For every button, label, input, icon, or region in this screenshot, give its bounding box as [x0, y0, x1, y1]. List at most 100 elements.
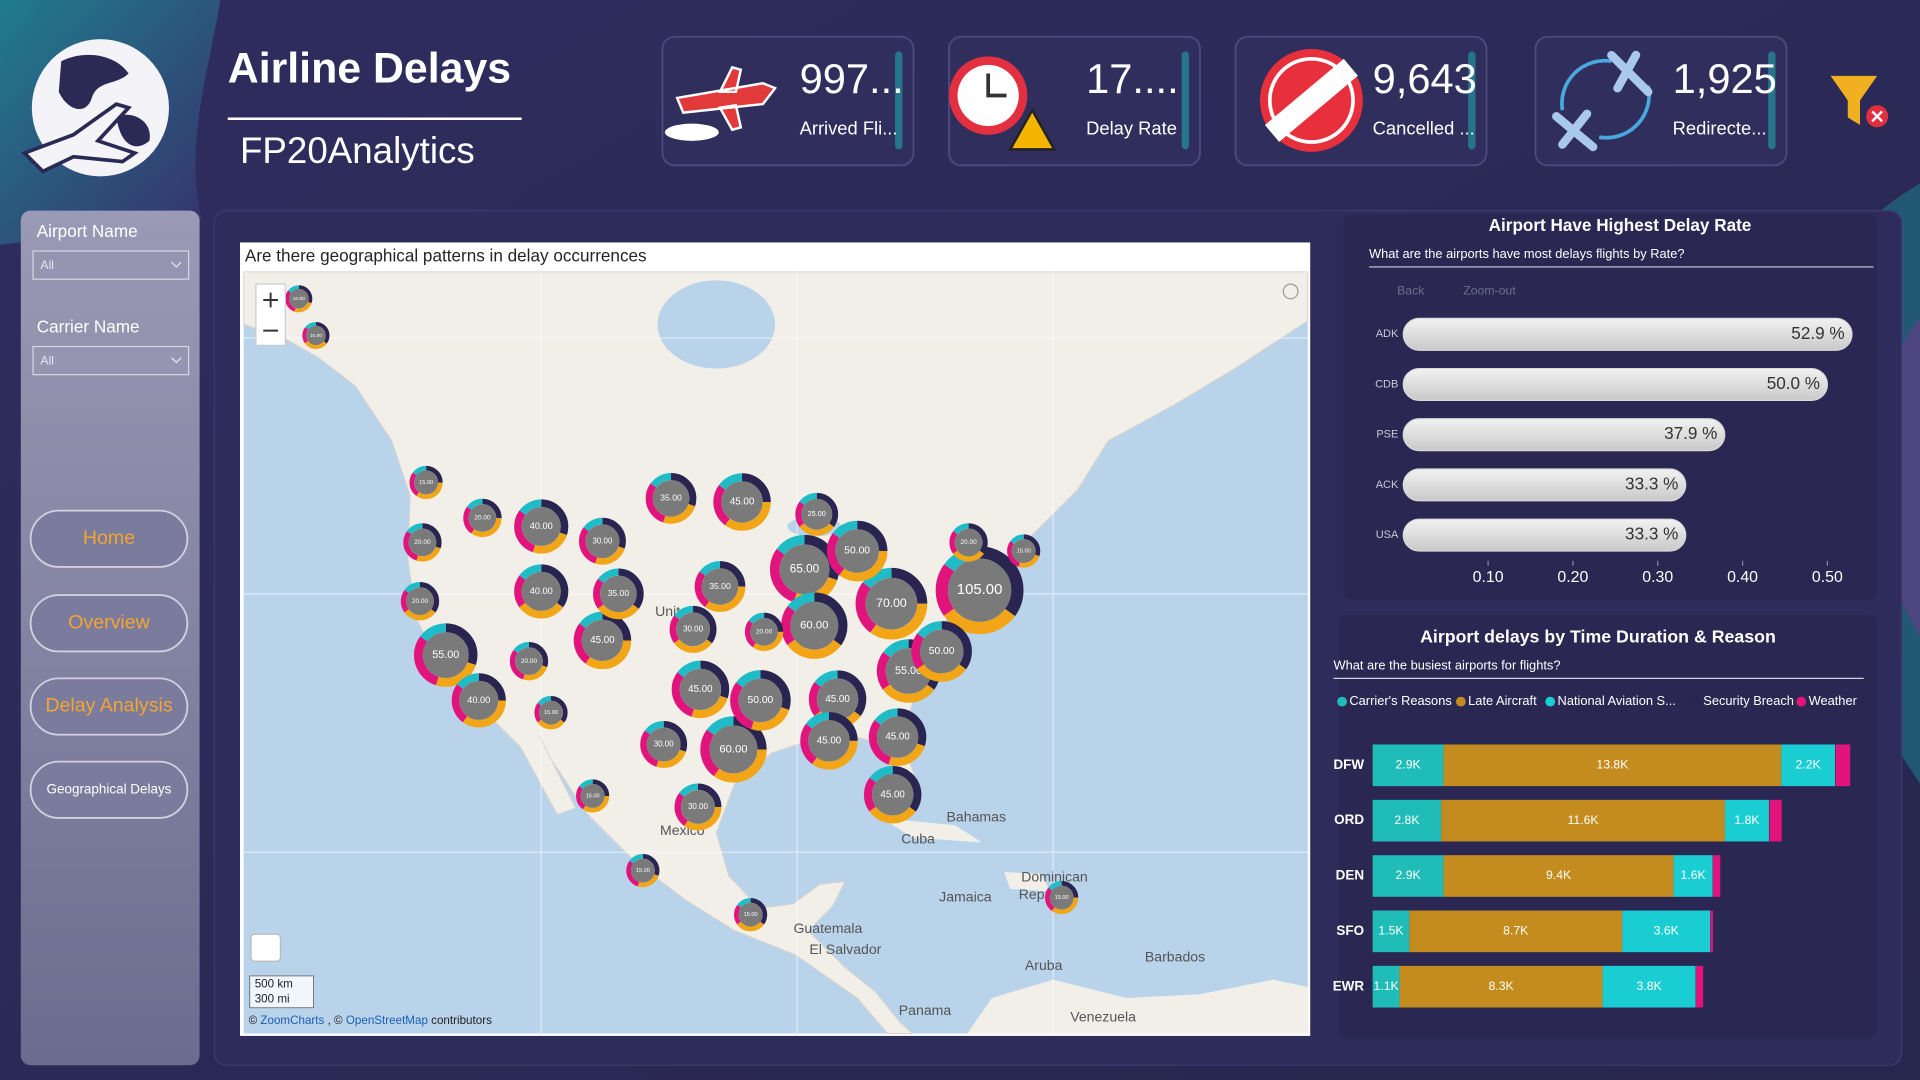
bar-segment[interactable] — [1673, 855, 1713, 897]
bubble[interactable]: 20.00 — [400, 582, 440, 621]
bubble[interactable]: 40.00 — [514, 564, 569, 619]
bar-segment[interactable] — [1443, 855, 1674, 897]
bubble-ring — [700, 716, 767, 783]
bubble[interactable]: 20.00 — [509, 642, 549, 681]
filter-dropdown[interactable] — [32, 345, 190, 376]
bubble[interactable]: 15.00 — [576, 779, 610, 813]
bubble[interactable]: 25.00 — [795, 492, 839, 536]
bubble[interactable]: 15.00 — [1045, 880, 1079, 915]
attribution-part[interactable]: OpenStreetMap — [346, 1014, 428, 1027]
bubble[interactable]: 60.00 — [781, 592, 848, 659]
bubble[interactable]: 65.00 — [769, 534, 840, 604]
bubble — [652, 480, 690, 517]
bubble-ring — [694, 561, 746, 612]
bubble[interactable]: 55.00 — [413, 623, 478, 687]
bubble[interactable]: 30.00 — [669, 605, 717, 653]
kpi-icon — [664, 123, 719, 141]
bar-segment[interactable] — [1372, 799, 1442, 842]
bar-segment[interactable] — [1712, 855, 1721, 897]
bubble[interactable]: 15.00 — [734, 898, 768, 932]
bar-segment[interactable] — [1622, 910, 1711, 953]
bar-segment[interactable] — [1409, 910, 1623, 953]
bubble[interactable]: 45.00 — [573, 611, 632, 670]
bubble[interactable]: 60.00 — [700, 716, 767, 783]
bubble[interactable]: 10.00 — [285, 285, 313, 313]
bubble[interactable]: 30.00 — [674, 783, 722, 831]
bubble — [919, 629, 964, 674]
bar-segment[interactable] — [1602, 965, 1696, 1008]
bubble-ring — [800, 712, 858, 770]
bubble[interactable]: 35.00 — [593, 568, 644, 620]
clear-filters-button[interactable] — [1830, 75, 1889, 128]
bubble[interactable]: 45.00 — [800, 712, 858, 770]
place-label: Dominican — [1021, 869, 1088, 885]
legend-label[interactable]: Security Breach — [1703, 693, 1794, 708]
bubble — [459, 680, 499, 720]
bubble — [406, 587, 434, 616]
bar[interactable] — [1402, 468, 1687, 502]
bubble[interactable]: 70.00 — [855, 567, 928, 640]
bar-segment[interactable] — [1372, 744, 1444, 787]
bar-segment[interactable] — [1724, 799, 1769, 842]
bubble-ring — [400, 582, 440, 621]
bubble[interactable]: 40.00 — [451, 673, 506, 728]
bubble[interactable]: 45.00 — [671, 660, 730, 719]
bar-segment[interactable] — [1769, 799, 1782, 842]
bubble[interactable]: 40.00 — [514, 499, 569, 554]
bubble[interactable]: 20.00 — [463, 498, 502, 538]
bubble[interactable]: 20.00 — [949, 523, 988, 562]
bubble[interactable]: 20.00 — [744, 612, 784, 652]
bubble[interactable]: 35.00 — [645, 473, 697, 524]
legend-label[interactable]: National Aviation S... — [1558, 693, 1676, 708]
nav-label: Delay Analysis — [45, 695, 173, 717]
bubble[interactable]: 45.00 — [868, 708, 927, 766]
bar-segment[interactable] — [1372, 965, 1400, 1008]
bubble-ring — [463, 498, 502, 538]
bubble[interactable]: 15.00 — [409, 465, 443, 500]
filter-dropdown[interactable] — [32, 250, 190, 280]
bubble[interactable]: 45.00 — [713, 473, 771, 531]
bar[interactable] — [1402, 367, 1828, 402]
bar-segment[interactable] — [1695, 965, 1704, 1008]
zoom-buttons[interactable] — [263, 292, 278, 332]
bar-segment[interactable] — [1441, 799, 1725, 842]
bubble-ring — [868, 708, 927, 766]
legend-label[interactable]: Late Aircraft — [1468, 693, 1537, 708]
bubble[interactable]: 20.00 — [403, 523, 442, 562]
bubble[interactable]: 30.00 — [640, 721, 688, 768]
bubble[interactable]: 105.00 — [935, 546, 1024, 635]
locate-button[interactable] — [250, 933, 282, 962]
toolbar-button[interactable]: Zoom-out — [1463, 284, 1516, 298]
bar-segment[interactable] — [1372, 910, 1410, 953]
toolbar-button[interactable]: Back — [1397, 284, 1425, 298]
bubble[interactable]: 50.00 — [911, 621, 972, 682]
bar[interactable] — [1402, 518, 1687, 552]
bar-segment[interactable] — [1372, 855, 1444, 897]
bubble[interactable]: 50.00 — [730, 670, 791, 731]
bubble[interactable]: 35.00 — [694, 561, 746, 612]
bubble[interactable]: 15.00 — [626, 854, 660, 888]
nav-button[interactable] — [29, 677, 189, 736]
bar-segment[interactable] — [1399, 965, 1603, 1008]
bar-segment[interactable] — [1835, 744, 1851, 787]
bar-segment[interactable] — [1710, 910, 1713, 953]
nav-label: Home — [83, 527, 135, 549]
bubble[interactable]: 30.00 — [578, 517, 626, 565]
bubble[interactable]: 50.00 — [826, 520, 888, 582]
bar-segment[interactable] — [1781, 744, 1836, 787]
nav-button[interactable] — [29, 509, 189, 568]
bubble[interactable]: 45.00 — [863, 765, 922, 824]
bubble[interactable]: 15.00 — [534, 696, 568, 730]
bubble[interactable]: 15.00 — [1007, 534, 1041, 568]
bar-segment[interactable] — [1443, 744, 1782, 787]
legend-label[interactable]: Carrier's Reasons — [1349, 693, 1451, 708]
legend-label[interactable]: Weather — [1809, 693, 1858, 708]
bubble — [808, 720, 850, 762]
bar[interactable] — [1402, 418, 1726, 452]
nav-button[interactable] — [29, 760, 189, 819]
attribution-part[interactable]: ZoomCharts — [260, 1014, 324, 1027]
nav-button[interactable] — [29, 594, 189, 653]
bar[interactable] — [1402, 317, 1853, 351]
help-icon[interactable] — [1282, 283, 1299, 300]
bubble[interactable]: 10.00 — [302, 321, 330, 350]
